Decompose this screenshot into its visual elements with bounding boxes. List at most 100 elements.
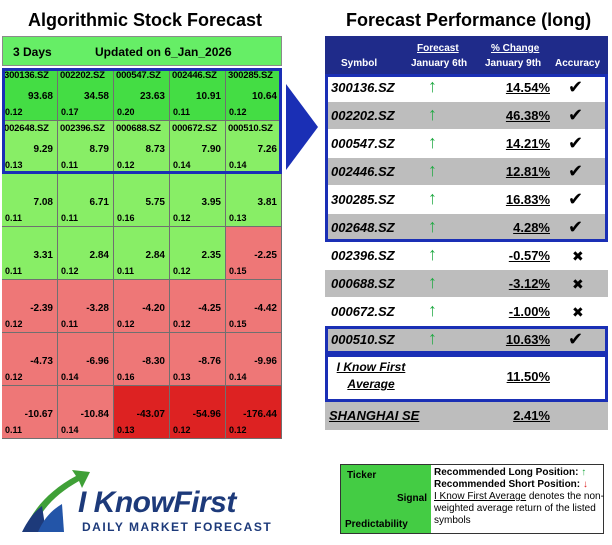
logo-name: I KnowFirst: [78, 486, 236, 519]
legend-note-link[interactable]: I Know First Average: [434, 491, 527, 502]
heatmap-cell: -8.30 0.16: [114, 333, 170, 386]
legend-explanation: Recommended Long Position: ↑ Recommended…: [434, 467, 604, 527]
cell-predictability: 0.11: [117, 266, 135, 276]
cell-ticker: 002202.SZ: [60, 70, 105, 81]
cell-predictability: 0.12: [5, 319, 23, 329]
cell-signal: -6.96: [86, 356, 109, 367]
col-accuracy: Accuracy: [555, 58, 601, 69]
logo-tagline: DAILY MARKET FORECAST: [82, 520, 273, 534]
heatmap-cell: -2.39 0.12: [2, 280, 58, 333]
cell-predictability: 0.13: [5, 160, 23, 170]
heatmap-cell: 000547.SZ 23.63 0.20: [114, 68, 170, 121]
cell-predictability: 0.13: [173, 372, 191, 382]
heatmap-cell: 000688.SZ 8.73 0.12: [114, 121, 170, 174]
performance-row: 000672.SZ ↑ -1.00% ✖: [325, 298, 608, 326]
average-label-line1: I Know First: [336, 360, 406, 374]
performance-row: 300136.SZ ↑ 14.54% ✔: [325, 74, 608, 102]
cell-signal: 3.31: [33, 250, 53, 261]
cell-predictability: 0.12: [173, 213, 191, 223]
cell-predictability: 0.14: [61, 372, 79, 382]
row-symbol: 300136.SZ: [331, 80, 395, 95]
cell-predictability: 0.14: [229, 160, 247, 170]
row-change: 14.54%: [505, 80, 550, 95]
cell-predictability: 0.12: [173, 425, 191, 435]
performance-header: Symbol Forecast January 6th % Change Jan…: [325, 36, 608, 74]
cell-predictability: 0.13: [229, 213, 247, 223]
col-forecast: Forecast: [417, 43, 459, 54]
performance-row: 002446.SZ ↑ 12.81% ✔: [325, 158, 608, 186]
heatmap-header: 3 Days Updated on 6_Jan_2026: [2, 36, 282, 66]
heatmap-cell: 3.95 0.12: [170, 174, 226, 227]
miss-icon: ✖: [572, 248, 584, 264]
forecast-arrow-icon: ↑: [428, 76, 437, 96]
cell-signal: -176.44: [243, 409, 277, 420]
row-change: 4.28%: [513, 220, 550, 235]
heatmap-grid: 300136.SZ 93.68 0.12 002202.SZ 34.58 0.17 0005…: [2, 68, 282, 439]
cell-signal: 10.64: [251, 91, 277, 102]
cell-predictability: 0.12: [229, 425, 247, 435]
benchmark-value: 2.41%: [513, 408, 550, 423]
performance-table: Symbol Forecast January 6th % Change Jan…: [325, 36, 608, 430]
heatmap-cell: -10.84 0.14: [58, 386, 114, 439]
heatmap-cell: -4.73 0.12: [2, 333, 58, 386]
check-icon: ✔: [568, 133, 584, 153]
benchmark-row: SHANGHAI SE 2.41%: [325, 402, 608, 430]
legend-long: Recommended Long Position: ↑: [434, 467, 604, 479]
check-icon: ✔: [568, 189, 584, 209]
cell-predictability: 0.15: [229, 319, 247, 329]
heatmap-cell: 2.84 0.11: [114, 227, 170, 280]
heatmap-cell: -3.28 0.11: [58, 280, 114, 333]
cell-ticker: 002396.SZ: [60, 123, 105, 134]
cell-predictability: 0.11: [5, 213, 23, 223]
performance-row: 300285.SZ ↑ 16.83% ✔: [325, 186, 608, 214]
cell-ticker: 002446.SZ: [172, 70, 217, 81]
heatmap-cell: 000672.SZ 7.90 0.14: [170, 121, 226, 174]
check-icon: ✔: [568, 77, 584, 97]
cell-signal: 8.79: [89, 144, 109, 155]
col-forecast-date: January 6th: [411, 58, 468, 69]
right-title: Forecast Performance (long): [346, 10, 592, 30]
row-change: -1.00%: [508, 304, 550, 319]
horizon-label: 3 Days: [13, 45, 52, 59]
cell-signal: -4.20: [142, 303, 165, 314]
heatmap-cell: -176.44 0.12: [226, 386, 282, 439]
cell-predictability: 0.12: [117, 160, 135, 170]
cell-predictability: 0.12: [5, 107, 23, 117]
performance-row: 002202.SZ ↑ 46.38% ✔: [325, 102, 608, 130]
legend-ticker: Ticker: [347, 470, 377, 481]
heatmap-cell: -2.25 0.15: [226, 227, 282, 280]
heatmap-cell: -6.96 0.14: [58, 333, 114, 386]
row-symbol: 002396.SZ: [331, 248, 395, 263]
cell-signal: 8.73: [145, 144, 165, 155]
cell-predictability: 0.12: [61, 266, 79, 276]
row-change: 12.81%: [505, 164, 550, 179]
cell-signal: -10.67: [24, 409, 53, 420]
heatmap-cell: 2.84 0.12: [58, 227, 114, 280]
cell-signal: 7.26: [257, 144, 277, 155]
check-icon: ✔: [568, 161, 584, 181]
heatmap-cell: -54.96 0.12: [170, 386, 226, 439]
heatmap-cell: -4.20 0.12: [114, 280, 170, 333]
cell-ticker: 300136.SZ: [4, 70, 49, 81]
cell-signal: -43.07: [136, 409, 165, 420]
performance-row: 000547.SZ ↑ 14.21% ✔: [325, 130, 608, 158]
average-value: 11.50%: [506, 369, 550, 384]
long-arrow-icon: ↑: [581, 467, 587, 478]
col-change-date: January 9th: [485, 58, 542, 69]
heatmap-cell: 002202.SZ 34.58 0.17: [58, 68, 114, 121]
benchmark-label: SHANGHAI SE: [329, 408, 420, 423]
cell-predictability: 0.12: [173, 266, 191, 276]
cell-signal: 93.68: [27, 91, 53, 102]
heatmap-cell: 6.71 0.11: [58, 174, 114, 227]
forecast-heatmap-panel: 3 Days Updated on 6_Jan_2026 300136.SZ 93…: [2, 36, 282, 446]
cell-signal: -4.73: [30, 356, 53, 367]
cell-signal: -8.30: [142, 356, 165, 367]
check-icon: ✔: [568, 105, 584, 125]
heatmap-cell: 002648.SZ 9.29 0.13: [2, 121, 58, 174]
average-label-line2: Average: [347, 377, 395, 391]
cell-signal: 10.91: [195, 91, 221, 102]
cell-ticker: 000547.SZ: [116, 70, 161, 81]
cell-predictability: 0.15: [229, 266, 247, 276]
row-symbol: 300285.SZ: [331, 192, 395, 207]
forecast-arrow-icon: ↑: [428, 272, 437, 292]
